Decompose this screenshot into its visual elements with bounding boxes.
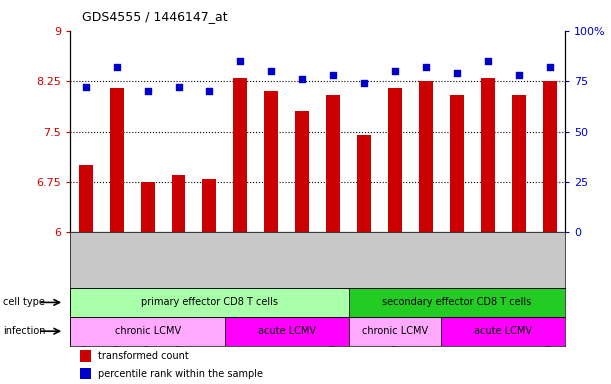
Bar bbox=[70, 317, 225, 346]
Bar bbox=[295, 111, 309, 232]
Text: cell type: cell type bbox=[3, 297, 45, 308]
Bar bbox=[543, 81, 557, 232]
Point bbox=[545, 64, 555, 70]
Bar bbox=[349, 288, 565, 317]
Text: chronic LCMV: chronic LCMV bbox=[114, 326, 181, 336]
Point bbox=[359, 80, 369, 86]
Text: acute LCMV: acute LCMV bbox=[474, 326, 532, 336]
Point bbox=[205, 88, 214, 94]
Bar bbox=[202, 179, 216, 232]
Point bbox=[266, 68, 276, 74]
Point bbox=[174, 84, 183, 90]
Text: infection: infection bbox=[3, 326, 46, 336]
Point bbox=[483, 58, 492, 64]
Point bbox=[328, 72, 338, 78]
Text: transformed count: transformed count bbox=[98, 351, 189, 361]
Bar bbox=[172, 175, 186, 232]
Bar bbox=[141, 182, 155, 232]
Point bbox=[298, 76, 307, 82]
Point bbox=[452, 70, 462, 76]
Bar bbox=[349, 317, 442, 346]
Text: primary effector CD8 T cells: primary effector CD8 T cells bbox=[141, 297, 278, 308]
Point bbox=[81, 84, 90, 90]
Bar bbox=[450, 94, 464, 232]
Bar bbox=[512, 94, 525, 232]
Text: secondary effector CD8 T cells: secondary effector CD8 T cells bbox=[382, 297, 532, 308]
Point bbox=[514, 72, 524, 78]
Bar bbox=[481, 78, 495, 232]
Bar bbox=[233, 78, 247, 232]
Bar bbox=[110, 88, 123, 232]
Bar bbox=[225, 317, 349, 346]
Point bbox=[390, 68, 400, 74]
Bar bbox=[419, 81, 433, 232]
Bar bbox=[80, 368, 91, 379]
Point bbox=[421, 64, 431, 70]
Text: GDS4555 / 1446147_at: GDS4555 / 1446147_at bbox=[82, 10, 228, 23]
Text: acute LCMV: acute LCMV bbox=[258, 326, 316, 336]
Point bbox=[112, 64, 122, 70]
Bar bbox=[70, 288, 349, 317]
Bar bbox=[80, 350, 91, 362]
Bar bbox=[79, 165, 93, 232]
Text: percentile rank within the sample: percentile rank within the sample bbox=[98, 369, 263, 379]
Bar bbox=[442, 317, 565, 346]
Text: chronic LCMV: chronic LCMV bbox=[362, 326, 428, 336]
Bar bbox=[388, 88, 402, 232]
Bar bbox=[357, 135, 371, 232]
Point bbox=[143, 88, 153, 94]
Bar bbox=[326, 94, 340, 232]
Bar bbox=[265, 91, 278, 232]
Point bbox=[235, 58, 245, 64]
